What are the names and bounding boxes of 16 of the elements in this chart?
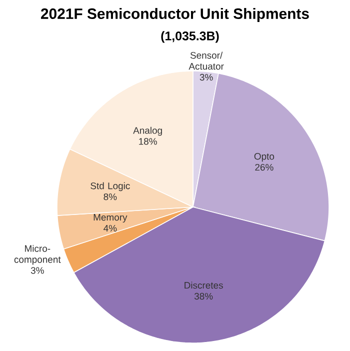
- slice-label: Discretes: [184, 282, 223, 289]
- data-label: 3%: [200, 74, 213, 81]
- data-label: 3%: [30, 267, 44, 274]
- slice-label: Micro-component: [14, 244, 61, 265]
- chart-subtitle: (1,035.3B): [161, 31, 219, 43]
- data-label: 26%: [255, 164, 274, 171]
- data-label: 8%: [104, 193, 117, 200]
- slice-label: Std Logic: [90, 182, 130, 192]
- data-label: 18%: [139, 138, 157, 145]
- slice-label: Analog: [133, 126, 162, 136]
- data-label: 4%: [104, 224, 117, 232]
- slice-label: Memory: [94, 214, 128, 223]
- chart-title: 2021F Semiconductor Unit Shipments: [40, 8, 309, 22]
- slice-label: Opto: [254, 152, 274, 162]
- data-label: 38%: [194, 292, 213, 300]
- slice-label: Sensor/ Actuator: [188, 52, 224, 70]
